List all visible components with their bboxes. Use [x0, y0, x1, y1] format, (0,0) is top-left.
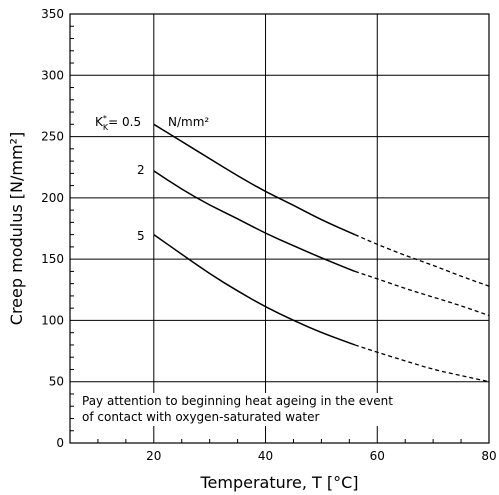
series-line-1-solid	[153, 123, 356, 236]
x-tick-label-40: 40	[258, 449, 273, 463]
labels: 0 50 100 150 200 250 300 350 20 40 60 80 K* K= 0.5 2 5	[41, 7, 497, 463]
y-tick-label-0: 0	[56, 436, 64, 450]
annotation-line-1: Pay attention to beginning heat ageing i…	[82, 394, 393, 408]
axes	[69, 13, 490, 444]
series-label-1: K* K= 0.5	[95, 114, 141, 132]
x-tick-label-80: 80	[481, 449, 496, 463]
series-label-2: 2	[137, 163, 145, 177]
y-tick-label-350: 350	[41, 7, 64, 21]
unit-label: N/mm²	[168, 115, 209, 129]
y-tick-label-250: 250	[41, 130, 64, 144]
y-tick-label-150: 150	[41, 252, 64, 266]
series-label-3: 5	[137, 229, 145, 243]
grid-lines	[70, 14, 489, 443]
series-line-3-dashed	[354, 344, 490, 383]
x-axis-title: Temperature, T [°C]	[199, 473, 358, 492]
x-tick-label-20: 20	[146, 449, 161, 463]
series-line-1-dashed	[354, 234, 490, 287]
y-tick-label-200: 200	[41, 191, 64, 205]
annotation-line-2: of contact with oxygen-saturated water	[82, 410, 319, 424]
annotation-background	[78, 393, 420, 426]
y-axis-title: Creep modulus [N/mm²]	[7, 132, 26, 325]
series-line-2-solid	[153, 170, 356, 273]
series-line-2-dashed	[354, 270, 490, 317]
x-tick-label-60: 60	[370, 449, 385, 463]
plot-frame	[69, 13, 490, 444]
y-tick-label-50: 50	[49, 375, 64, 389]
y-tick-label-300: 300	[41, 68, 64, 82]
y-tick-label-100: 100	[41, 313, 64, 327]
series-lines	[153, 123, 490, 383]
series-line-3-solid	[153, 234, 356, 346]
